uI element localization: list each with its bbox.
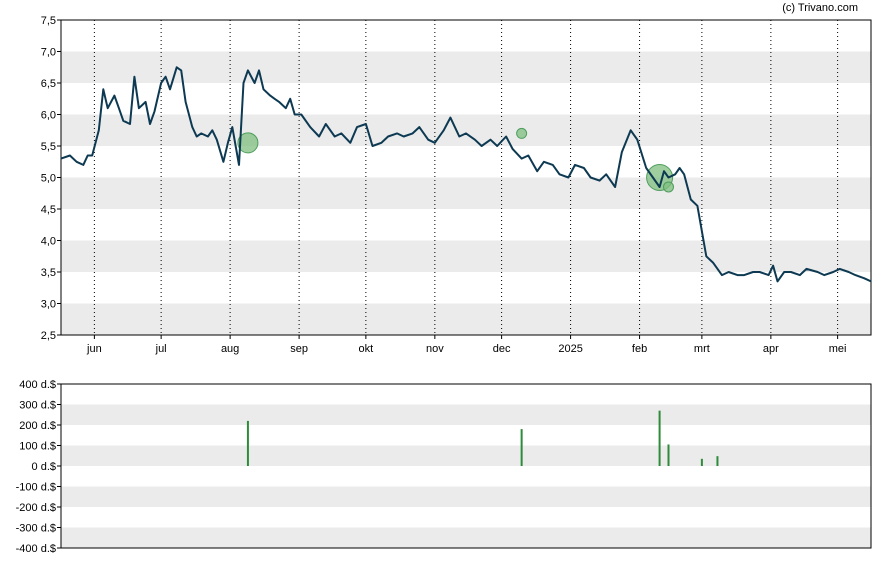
price-x-tick-label: jul [155, 343, 167, 355]
volume-chart: 400 d.$ 300 d.$ 200 d.$ 100 d.$ 0 d.$ -100 d.… [16, 379, 872, 555]
price-x-tick-label: nov [426, 343, 444, 355]
price-band [61, 177, 871, 209]
volume-y-tick-label: 400 d.$ [19, 379, 56, 391]
volume-band [61, 404, 871, 425]
price-x-tick-label: sep [290, 343, 308, 355]
price-x-tick-label: aug [221, 343, 239, 355]
price-series-line [60, 66, 872, 283]
volume-y-tick-label: -400 d.$ [16, 543, 56, 555]
price-y-tick-label: 5,5 [41, 141, 56, 153]
volume-bar [658, 410, 661, 466]
price-y-tick-label: 3,0 [41, 299, 56, 311]
volume-bars [246, 410, 719, 466]
price-x-tick-label: dec [493, 343, 511, 355]
price-y-tick-label: 4,5 [41, 204, 56, 216]
volume-bar [520, 429, 523, 466]
trade-markers [237, 127, 674, 193]
price-y-tick-label: 7,5 [41, 15, 56, 27]
price-y-tick-label: 4,0 [41, 236, 56, 248]
volume-bar [667, 444, 670, 466]
volume-y-tick-label: -200 d.$ [16, 502, 56, 514]
volume-y-tick-label: 0 d.$ [32, 461, 56, 473]
price-x-tick-label: apr [763, 343, 779, 355]
volume-band [61, 445, 871, 466]
price-x-tick-label: 2025 [558, 343, 582, 355]
price-x-tick-label: mei [829, 343, 847, 355]
trade-marker [516, 127, 528, 139]
volume-band [61, 527, 871, 548]
volume-band [61, 486, 871, 507]
price-y-axis: 2,5 3,0 3,5 4,0 4,5 5,0 5,5 6,0 6,5 7,0 7,5 [41, 15, 61, 342]
price-y-tick-label: 7,0 [41, 47, 56, 59]
price-y-tick-label: 6,5 [41, 78, 56, 90]
price-y-tick-label: 3,5 [41, 267, 56, 279]
credit-label: (c) Trivano.com [782, 2, 858, 14]
price-x-axis: jun jul aug sep okt nov dec 2025 feb mrt apr mei [86, 335, 846, 355]
price-band [61, 240, 871, 272]
price-y-tick-label: 2,5 [41, 330, 56, 342]
volume-y-tick-label: -300 d.$ [16, 523, 56, 535]
price-y-tick-label: 5,0 [41, 173, 56, 185]
trade-marker [237, 132, 259, 154]
price-x-tick-label: mrt [694, 343, 710, 355]
price-band [61, 303, 871, 335]
volume-y-tick-label: 100 d.$ [19, 441, 56, 453]
price-grid-bands [61, 51, 871, 335]
price-x-tick-label: jun [86, 343, 102, 355]
price-band [61, 114, 871, 146]
price-band [61, 51, 871, 83]
price-y-tick-label: 6,0 [41, 110, 56, 122]
price-x-tick-label: okt [359, 343, 374, 355]
volume-y-tick-label: -100 d.$ [16, 482, 56, 494]
volume-bar [716, 456, 719, 466]
trade-marker [663, 181, 674, 193]
volume-y-tick-label: 200 d.$ [19, 420, 56, 432]
price-x-tick-label: feb [632, 343, 647, 355]
volume-bar [700, 458, 703, 466]
volume-grid-bands [61, 404, 871, 548]
price-month-gridlines [93, 20, 839, 335]
price-chart: 2,5 3,0 3,5 4,0 4,5 5,0 5,5 6,0 6,5 7,0 7,5 jun jul… [41, 15, 872, 355]
volume-y-tick-label: 300 d.$ [19, 400, 56, 412]
volume-bar [246, 420, 249, 466]
volume-y-axis: 400 d.$ 300 d.$ 200 d.$ 100 d.$ 0 d.$ -100 d.… [16, 379, 61, 555]
